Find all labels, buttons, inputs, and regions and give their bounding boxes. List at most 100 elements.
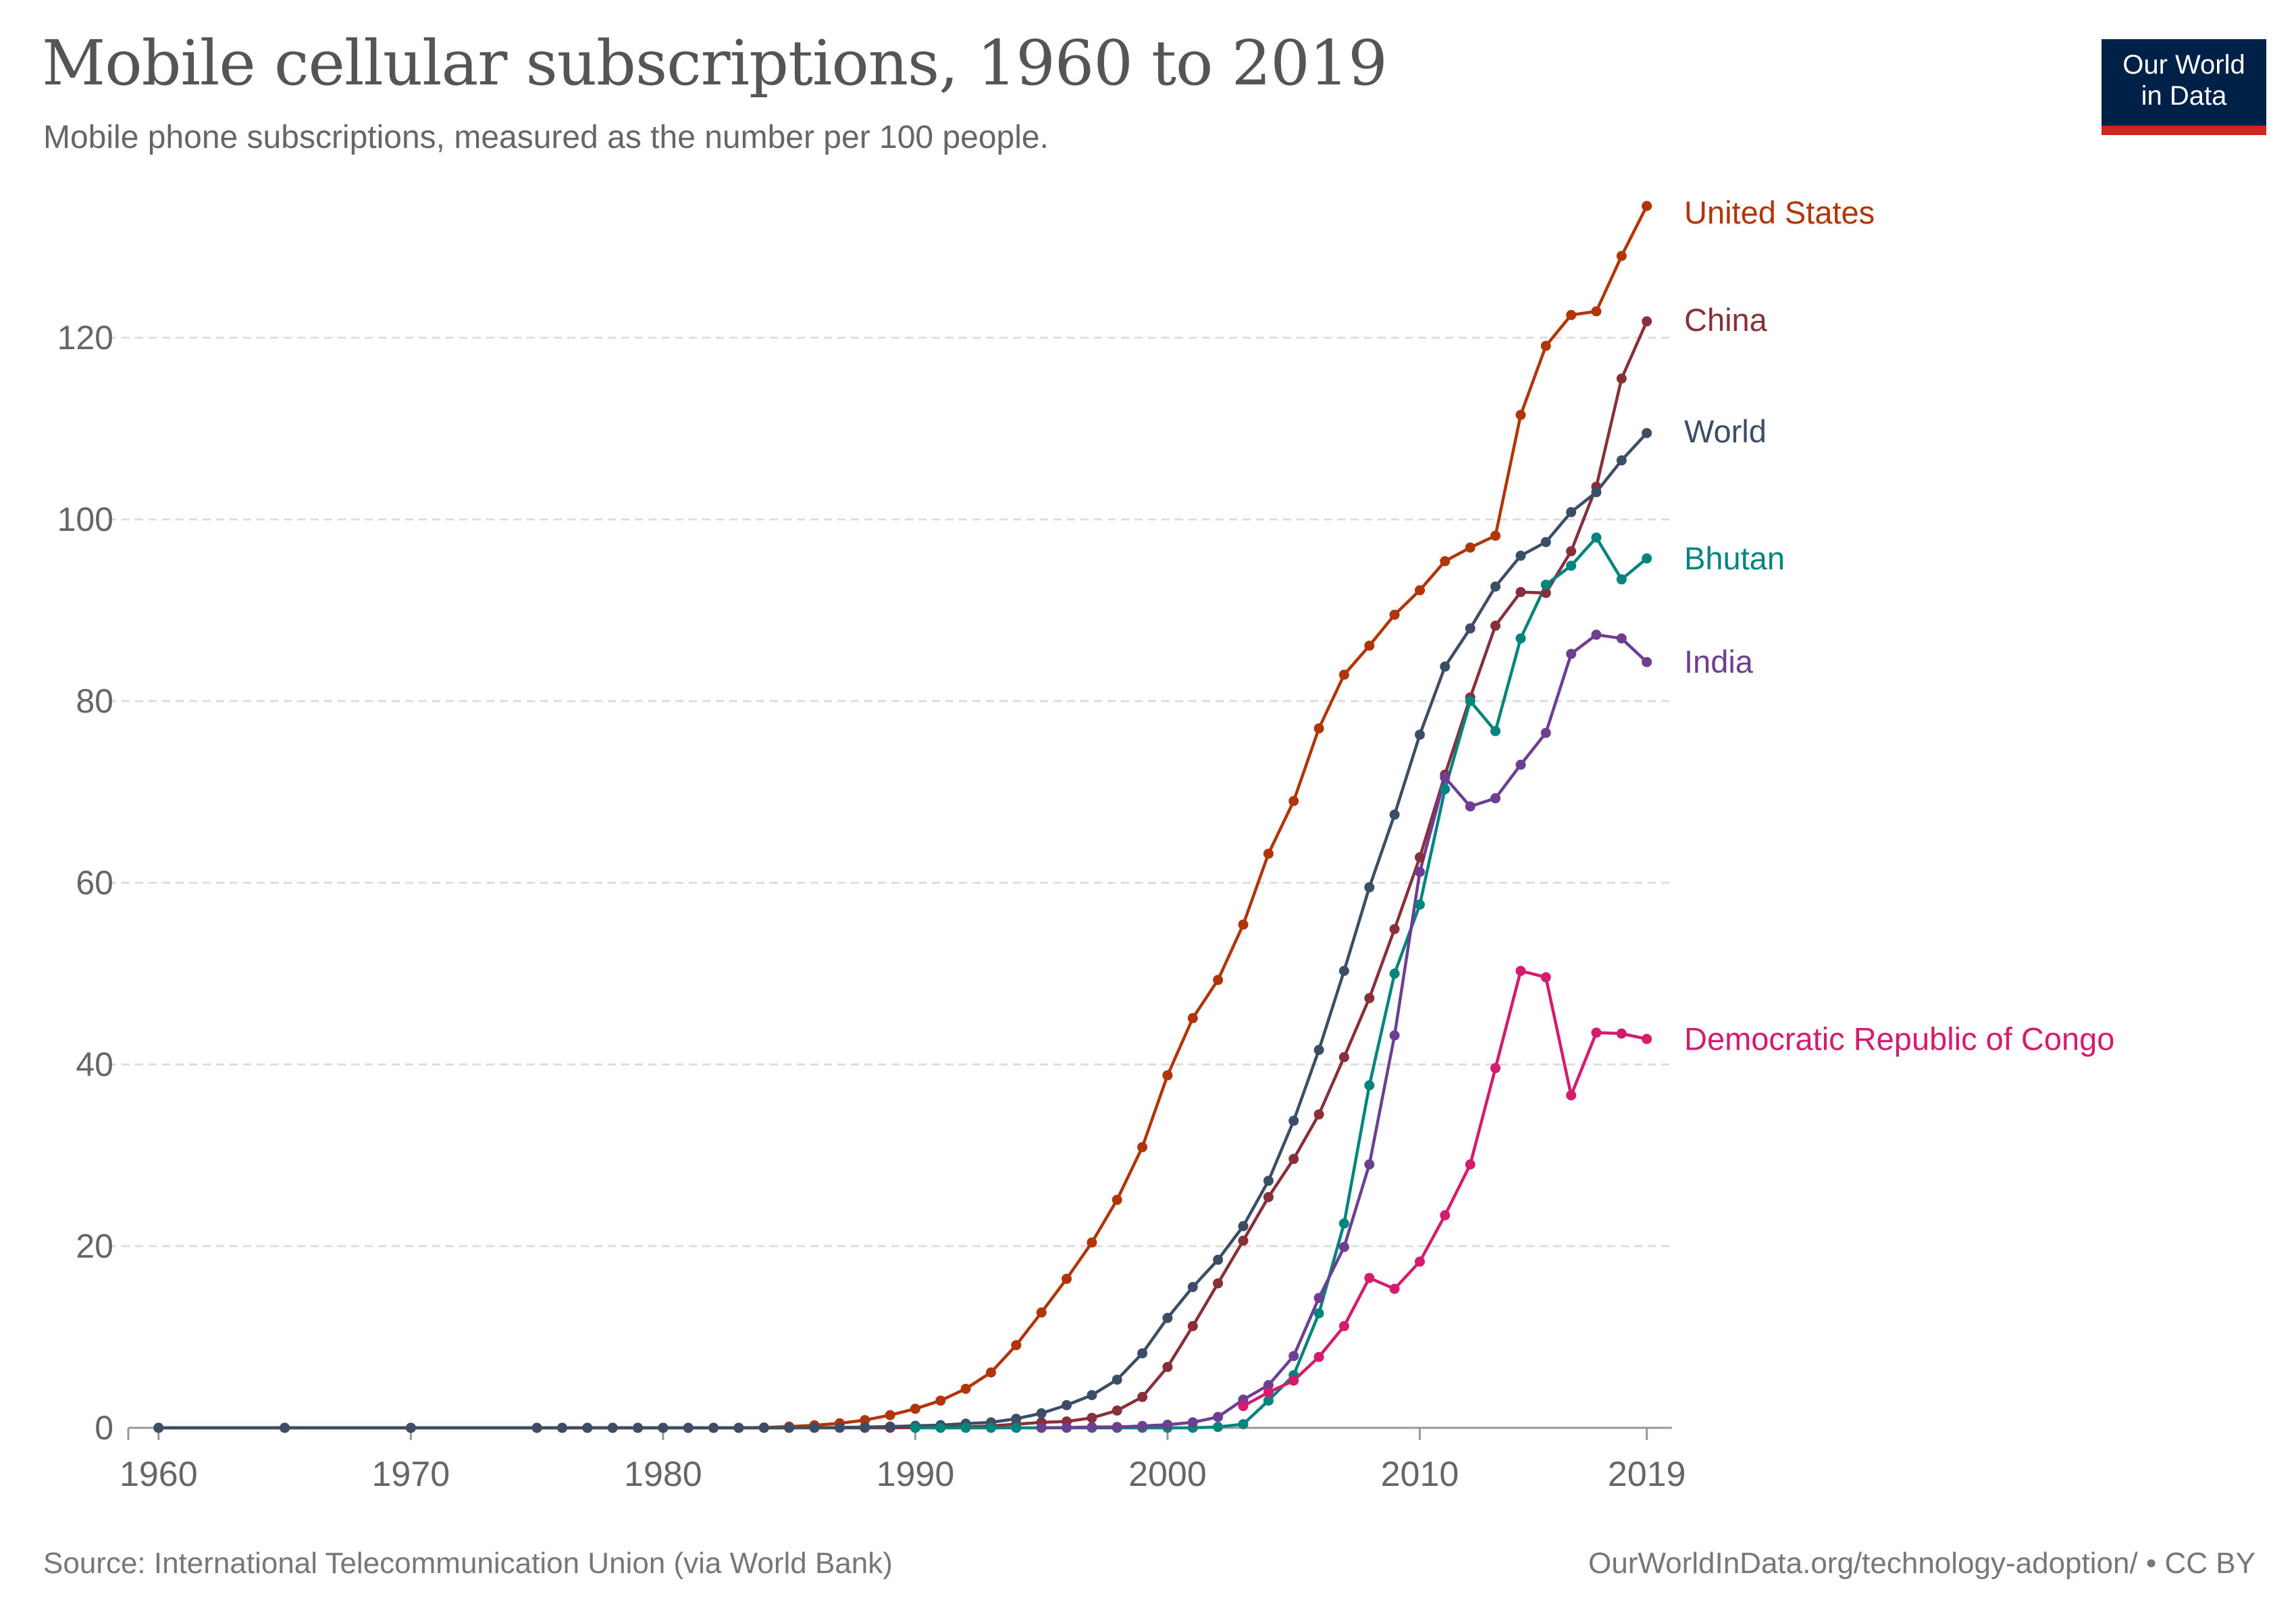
data-point (1465, 542, 1476, 553)
series-labels: United States China World Bhutan India Democr… (1684, 195, 2114, 1056)
data-point (1515, 550, 1526, 561)
data-point (1465, 801, 1476, 812)
series-line (1242, 969, 1648, 1408)
data-point (1642, 316, 1652, 327)
data-point (1162, 1362, 1173, 1372)
data-point (1415, 1256, 1425, 1267)
data-point (1490, 725, 1501, 736)
data-point (1389, 1030, 1400, 1041)
series-label: Bhutan (1684, 540, 1785, 576)
data-point (1415, 585, 1425, 596)
data-point (1515, 966, 1526, 976)
data-point (1338, 1241, 1349, 1252)
y-tick-label: 20 (76, 1227, 113, 1265)
data-point (1187, 1012, 1198, 1023)
data-point (1642, 553, 1652, 564)
data-point (1112, 1422, 1122, 1433)
data-point (1213, 975, 1224, 985)
data-point (1465, 1159, 1476, 1170)
data-point (1591, 487, 1602, 498)
logo-line-2: in Data (2141, 81, 2227, 111)
owid-logo[interactable]: Our World in Data (2102, 39, 2266, 135)
data-point (1440, 772, 1451, 783)
series-label: China (1684, 302, 1768, 338)
data-point (1440, 1210, 1451, 1220)
data-point (1087, 1412, 1097, 1423)
data-point (1389, 809, 1400, 820)
data-point (1338, 1052, 1349, 1062)
data-point (1440, 661, 1451, 672)
data-point (986, 1422, 996, 1433)
data-point (1087, 1237, 1097, 1248)
data-point (1313, 1045, 1324, 1055)
data-point (280, 1422, 290, 1433)
data-point (531, 1422, 542, 1433)
data-point (935, 1395, 946, 1406)
series-line (158, 432, 1648, 1430)
x-tick-label: 1960 (120, 1455, 198, 1494)
series-label: World (1684, 413, 1767, 449)
data-point (1313, 1352, 1324, 1362)
y-tick-label: 80 (76, 682, 113, 720)
data-point (1515, 759, 1526, 770)
data-point (1642, 657, 1652, 667)
data-point (1263, 1380, 1274, 1391)
data-point (1642, 201, 1652, 211)
data-point (1415, 899, 1425, 910)
data-point (758, 1422, 769, 1433)
data-point (1364, 882, 1375, 893)
series-label: Democratic Republic of Congo (1684, 1021, 2114, 1056)
data-point (1238, 1401, 1249, 1412)
data-point (1465, 623, 1476, 634)
data-point (1062, 1273, 1072, 1284)
series-line (915, 536, 1648, 1430)
data-point (1313, 1293, 1324, 1304)
series-label: United States (1684, 195, 1875, 230)
data-point (1162, 1312, 1173, 1323)
x-tick-label: 1970 (372, 1455, 450, 1494)
data-point (633, 1422, 643, 1433)
data-point (1313, 1308, 1324, 1318)
data-point (1616, 1028, 1627, 1039)
source-link[interactable]: OurWorldInData.org/technology-adoption/ … (1588, 1547, 2255, 1580)
data-point (1036, 1307, 1047, 1318)
data-point (935, 1422, 946, 1433)
data-point (834, 1422, 845, 1433)
data-point (1213, 1412, 1224, 1422)
y-tick-label: 120 (57, 319, 113, 357)
gridlines (108, 336, 1672, 1247)
data-point (1338, 1320, 1349, 1331)
data-point (1263, 1395, 1274, 1406)
data-point (1162, 1070, 1173, 1081)
data-point (1566, 1090, 1577, 1101)
data-point (1540, 580, 1551, 590)
data-point (1112, 1405, 1122, 1416)
data-point (1389, 609, 1400, 620)
data-point (1364, 1080, 1375, 1091)
series-points (153, 201, 1652, 1433)
data-point (1616, 574, 1627, 585)
data-point (733, 1422, 744, 1433)
data-point (153, 1422, 164, 1433)
data-point (1440, 784, 1451, 794)
data-point (683, 1422, 694, 1433)
data-point (1389, 1283, 1400, 1294)
data-point (1540, 972, 1551, 983)
data-point (1389, 924, 1400, 935)
data-point (1440, 556, 1451, 567)
logo-line-1: Our World (2122, 50, 2245, 80)
data-point (1011, 1340, 1022, 1351)
data-point (1288, 796, 1299, 806)
data-point (1591, 629, 1602, 640)
data-point (1540, 537, 1551, 548)
data-point (1137, 1141, 1148, 1152)
source-note: Source: International Telecommunication … (43, 1547, 893, 1580)
data-point (1515, 409, 1526, 420)
data-point (1238, 1235, 1249, 1246)
data-point (1364, 1272, 1375, 1283)
data-point (1087, 1422, 1097, 1433)
data-point (1338, 966, 1349, 976)
data-point (1642, 428, 1652, 438)
data-point (1566, 507, 1577, 517)
